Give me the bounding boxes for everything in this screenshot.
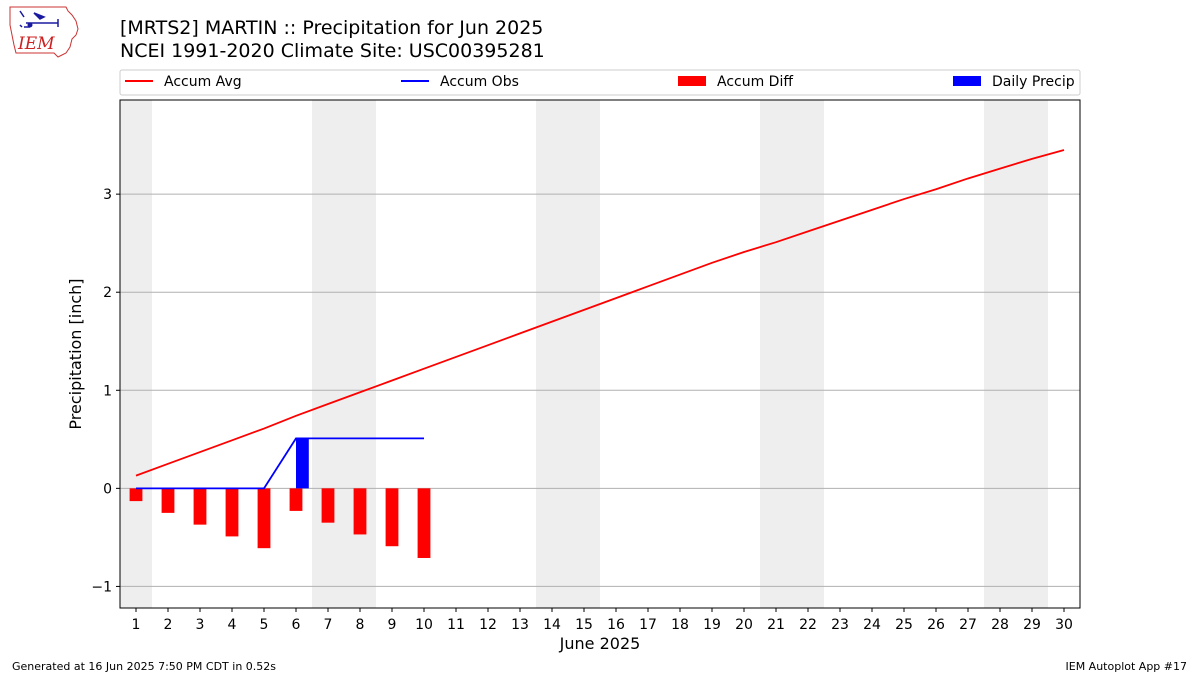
chart-subtitle: NCEI 1991-2020 Climate Site: USC00395281: [120, 40, 545, 62]
x-tick-label: 7: [324, 617, 333, 633]
x-tick-label: 12: [479, 617, 497, 633]
weekend-band: [760, 100, 824, 608]
x-tick-label: 22: [799, 617, 817, 633]
y-tick-label: −1: [91, 579, 112, 595]
accum-diff-bar: [129, 488, 143, 502]
accum-diff-bar: [321, 488, 335, 523]
accum-avg-line: [135, 149, 1065, 477]
legend-accum-diff-swatch: [678, 76, 706, 86]
line-series: [135, 149, 1065, 490]
y-axis-label: Precipitation [inch]: [66, 278, 85, 429]
x-tick-label: 20: [735, 617, 753, 633]
accum-diff-bar: [225, 488, 239, 537]
y-tick-label: 2: [103, 285, 112, 301]
x-tick-label: 1: [132, 617, 141, 633]
app-footer: IEM Autoplot App #17: [1065, 660, 1188, 673]
legend-accum-obs-label: Accum Obs: [440, 74, 519, 90]
x-tick-label: 3: [196, 617, 205, 633]
weekend-band: [120, 100, 152, 608]
x-tick-label: 16: [607, 617, 625, 633]
chart-title: [MRTS2] MARTIN :: Precipitation for Jun …: [120, 17, 544, 39]
logo-text: IEM: [17, 34, 55, 54]
accum-diff-bar: [161, 488, 175, 513]
x-tick-label: 23: [831, 617, 849, 633]
x-tick-label: 5: [260, 617, 269, 633]
legend-box: [119, 69, 1081, 96]
x-tick-label: 11: [447, 617, 465, 633]
legend-daily-precip-swatch: [953, 76, 981, 86]
y-tick-label: 0: [103, 481, 112, 497]
weekend-bands: [120, 100, 1048, 608]
x-tick-label: 25: [895, 617, 913, 633]
x-tick-label: 4: [228, 617, 237, 633]
accum-diff-bar: [257, 488, 271, 549]
x-tick-label: 8: [356, 617, 365, 633]
x-tick-label: 27: [959, 617, 977, 633]
x-tick-label: 21: [767, 617, 785, 633]
x-tick-label: 19: [703, 617, 721, 633]
x-tick-label: 14: [543, 617, 561, 633]
x-tick-label: 18: [671, 617, 689, 633]
x-tick-label: 9: [388, 617, 397, 633]
x-tick-label: 6: [292, 617, 301, 633]
x-axis-label: June 2025: [559, 634, 641, 653]
accum-obs-line: [136, 437, 424, 490]
weekend-band: [536, 100, 600, 608]
iem-logo: IEM: [6, 5, 82, 63]
x-tick-label: 2: [164, 617, 173, 633]
generated-footer: Generated at 16 Jun 2025 7:50 PM CDT in …: [12, 660, 277, 673]
y-gridlines: [120, 193, 1080, 587]
x-tick-label: 13: [511, 617, 529, 633]
x-tick-label: 30: [1055, 617, 1073, 633]
y-tick-label: 1: [103, 383, 112, 399]
y-tick-label: 3: [103, 187, 112, 203]
x-tick-label: 24: [863, 617, 881, 633]
accum-diff-bar: [385, 488, 399, 547]
plot-frame: [119, 99, 1081, 609]
daily-precip-bar: [296, 438, 309, 489]
legend-accum-avg-label: Accum Avg: [164, 74, 242, 90]
x-tick-label: 26: [927, 617, 945, 633]
accum-diff-bar: [417, 488, 431, 558]
x-tick-label: 28: [991, 617, 1009, 633]
bar-marks: [129, 438, 431, 558]
accum-diff-bar: [353, 488, 367, 535]
accum-diff-bar: [289, 488, 303, 511]
x-tick-label: 17: [639, 617, 657, 633]
x-tick-label: 10: [415, 617, 433, 633]
chart-legend: Accum Avg Accum Obs Accum Diff Daily Precip: [119, 69, 1081, 96]
y-axis-ticks: −1 0 1 2 3: [91, 187, 120, 595]
legend-accum-diff-label: Accum Diff: [717, 74, 793, 90]
x-axis-ticks: 1 2 3 4 5 6 7 8 9 10 11 12 13 14 15 16 17 18 19 20 21 22 23 24 2…: [132, 608, 1073, 633]
x-tick-label: 29: [1023, 617, 1041, 633]
accum-diff-bar: [193, 488, 207, 525]
legend-daily-precip-label: Daily Precip: [992, 74, 1075, 90]
weekend-band: [984, 100, 1048, 608]
x-tick-label: 15: [575, 617, 593, 633]
